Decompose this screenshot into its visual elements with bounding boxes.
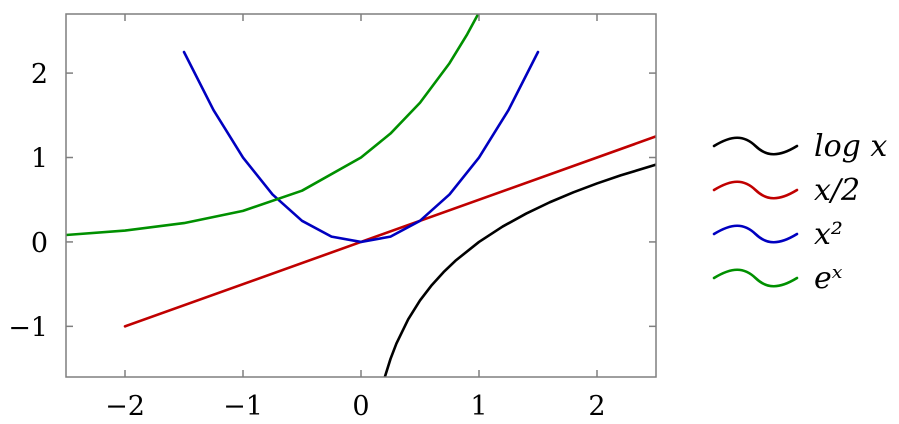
- y-tick-label: 0: [31, 228, 48, 259]
- x-tick-label: 2: [588, 391, 605, 422]
- legend-swatch: [712, 180, 799, 200]
- y-tick-label: −1: [8, 312, 48, 343]
- tick-marks: [66, 14, 656, 377]
- legend-swatch: [712, 224, 799, 244]
- series-line-2: [182, 50, 540, 244]
- y-tick-labels: −1 0 1 2: [8, 59, 48, 343]
- series-line-3: [66, 14, 480, 237]
- legend-label: eˣ: [814, 261, 843, 296]
- y-tick-label: 2: [31, 59, 48, 90]
- x-tick-labels: −2 −1 0 1 2: [105, 391, 606, 422]
- x-tick-label: −1: [223, 391, 263, 422]
- legend-swatch: [712, 268, 799, 288]
- x-tick-label: 1: [470, 391, 487, 422]
- legend-label: x/2: [814, 173, 860, 208]
- legend: log x x/2 x² eˣ: [712, 129, 887, 296]
- legend-label: log x: [814, 129, 887, 164]
- x-tick-label: −2: [105, 391, 145, 422]
- legend-swatch: [712, 136, 799, 156]
- series-layer: [66, 14, 656, 377]
- series-line-1: [123, 135, 656, 328]
- x-tick-label: 0: [352, 391, 369, 422]
- series-line-0: [383, 163, 656, 377]
- legend-label: x²: [814, 217, 843, 252]
- y-tick-label: 1: [31, 144, 48, 175]
